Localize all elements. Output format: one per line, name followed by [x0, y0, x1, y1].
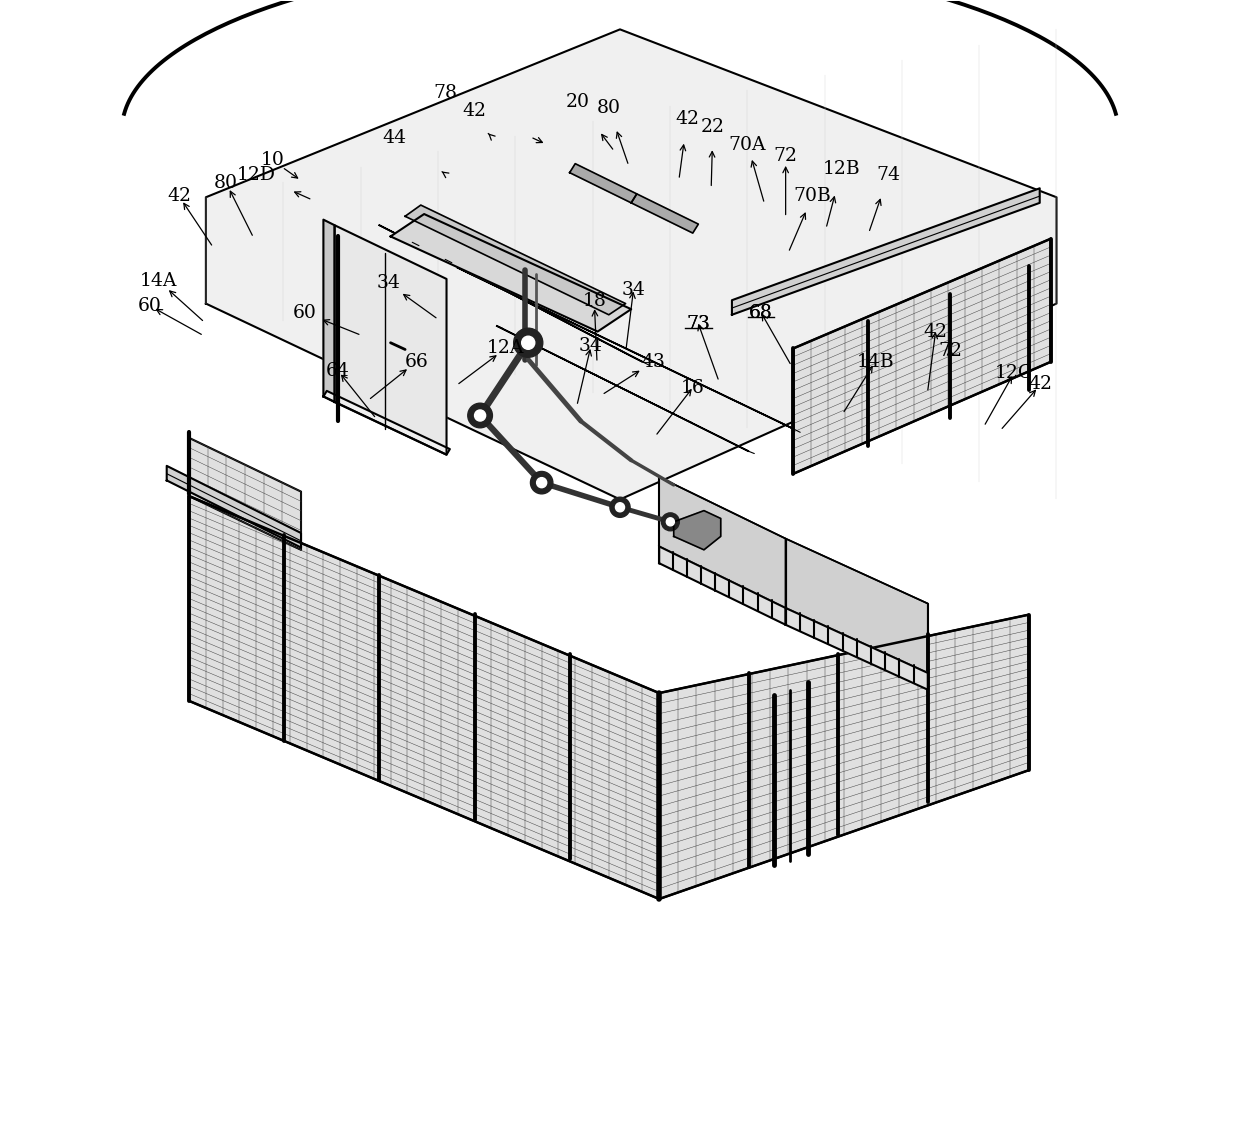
- Text: 34: 34: [579, 337, 603, 355]
- Circle shape: [522, 337, 534, 349]
- Text: 42: 42: [167, 187, 191, 205]
- Text: 42: 42: [675, 110, 699, 128]
- Text: 72: 72: [939, 341, 962, 359]
- Polygon shape: [188, 438, 301, 550]
- Circle shape: [513, 329, 543, 357]
- Polygon shape: [188, 496, 660, 899]
- Text: 22: 22: [701, 118, 725, 136]
- Text: 66: 66: [404, 352, 428, 370]
- Polygon shape: [497, 327, 749, 451]
- Text: 72: 72: [774, 147, 797, 165]
- Text: 73: 73: [687, 315, 711, 333]
- Polygon shape: [673, 511, 720, 550]
- Polygon shape: [324, 390, 450, 454]
- Text: 34: 34: [377, 275, 401, 293]
- Text: 70B: 70B: [794, 187, 831, 205]
- Polygon shape: [206, 29, 1056, 499]
- Text: 70A: 70A: [729, 136, 766, 154]
- Text: 78: 78: [434, 84, 458, 102]
- Polygon shape: [166, 466, 301, 548]
- Text: 43: 43: [641, 352, 666, 370]
- Circle shape: [531, 471, 553, 494]
- Polygon shape: [324, 220, 335, 402]
- Circle shape: [610, 497, 630, 517]
- Text: 42: 42: [1029, 375, 1053, 393]
- Text: 18: 18: [583, 293, 606, 311]
- Polygon shape: [405, 205, 626, 315]
- Text: 42: 42: [463, 102, 486, 120]
- Text: 60: 60: [138, 297, 162, 315]
- Polygon shape: [458, 268, 794, 429]
- Polygon shape: [786, 539, 928, 673]
- Text: 74: 74: [877, 166, 900, 184]
- Circle shape: [615, 503, 625, 512]
- Text: 14B: 14B: [857, 352, 894, 370]
- Text: 80: 80: [596, 99, 621, 117]
- Polygon shape: [786, 608, 928, 690]
- Text: 20: 20: [565, 93, 589, 111]
- Text: 34: 34: [621, 282, 645, 300]
- Circle shape: [475, 410, 486, 421]
- Text: 68: 68: [749, 304, 773, 322]
- Polygon shape: [631, 194, 698, 233]
- Polygon shape: [379, 226, 642, 361]
- Text: 73: 73: [687, 315, 711, 333]
- Text: 14A: 14A: [140, 273, 177, 291]
- Circle shape: [537, 478, 547, 488]
- Polygon shape: [391, 214, 631, 332]
- Polygon shape: [569, 164, 637, 203]
- Polygon shape: [660, 477, 786, 608]
- Text: 44: 44: [382, 129, 405, 147]
- Text: 80: 80: [215, 174, 238, 192]
- Polygon shape: [732, 188, 1039, 315]
- Text: 16: 16: [681, 378, 704, 396]
- Text: 12C: 12C: [994, 364, 1033, 381]
- Text: 68: 68: [749, 304, 773, 322]
- Polygon shape: [660, 615, 1028, 899]
- Text: 12D: 12D: [237, 166, 275, 184]
- Text: 10: 10: [262, 151, 285, 169]
- Text: 60: 60: [293, 304, 316, 322]
- Circle shape: [661, 513, 680, 531]
- Polygon shape: [335, 226, 446, 454]
- Text: 12A: 12A: [487, 339, 525, 357]
- Text: 64: 64: [326, 361, 350, 379]
- Text: 12B: 12B: [823, 160, 861, 178]
- Polygon shape: [660, 546, 786, 625]
- Circle shape: [666, 517, 675, 526]
- Circle shape: [467, 403, 492, 427]
- Text: 42: 42: [924, 322, 947, 341]
- Polygon shape: [794, 239, 1052, 473]
